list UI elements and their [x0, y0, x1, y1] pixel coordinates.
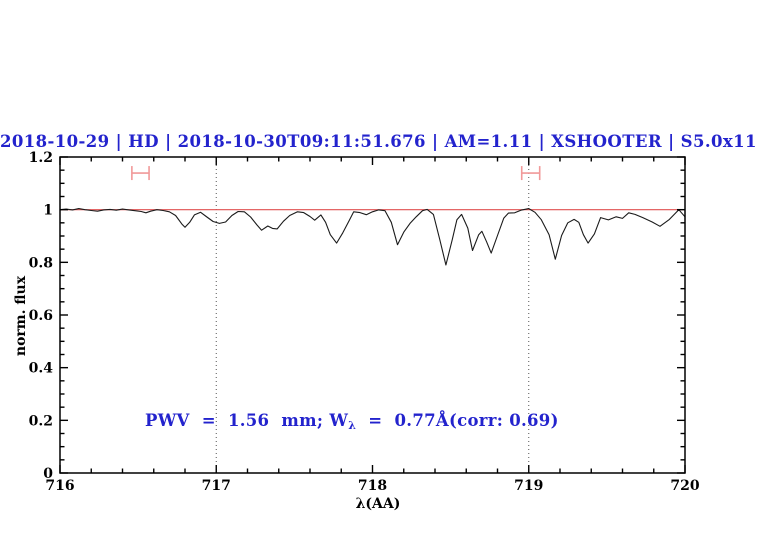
x-tick-label: 716 [45, 478, 74, 494]
y-tick-label: 0 [43, 466, 53, 482]
y-axis-label: norm. flux [13, 275, 29, 357]
plot-title: 2018-10-29 | HD | 2018-10-30T09:11:51.67… [0, 132, 757, 151]
pwv-annotation: PWV = 1.56 mm; Wλ = 0.77Å(corr: 0.69) [145, 411, 559, 432]
y-tick-label: 0.8 [29, 255, 53, 271]
y-tick-label: 1 [43, 203, 53, 219]
x-tick-label: 717 [202, 478, 231, 494]
y-tick-label: 0.6 [29, 308, 53, 324]
pwv-annotation-post: = 0.77Å(corr: 0.69) [356, 411, 559, 430]
x-tick-label: 718 [358, 478, 387, 494]
y-tick-label: 0.4 [29, 361, 54, 377]
x-axis-label: λ(AA) [355, 496, 401, 512]
spectrum-line [59, 208, 686, 266]
x-tick-label: 719 [514, 478, 543, 494]
y-tick-label: 1.2 [29, 150, 53, 166]
pwv-annotation-pre: PWV = 1.56 mm; W [145, 411, 349, 430]
pwv-annotation-lambda-subscript: λ [348, 419, 357, 432]
y-tick-label: 0.2 [29, 413, 53, 429]
x-tick-label: 720 [670, 478, 699, 494]
